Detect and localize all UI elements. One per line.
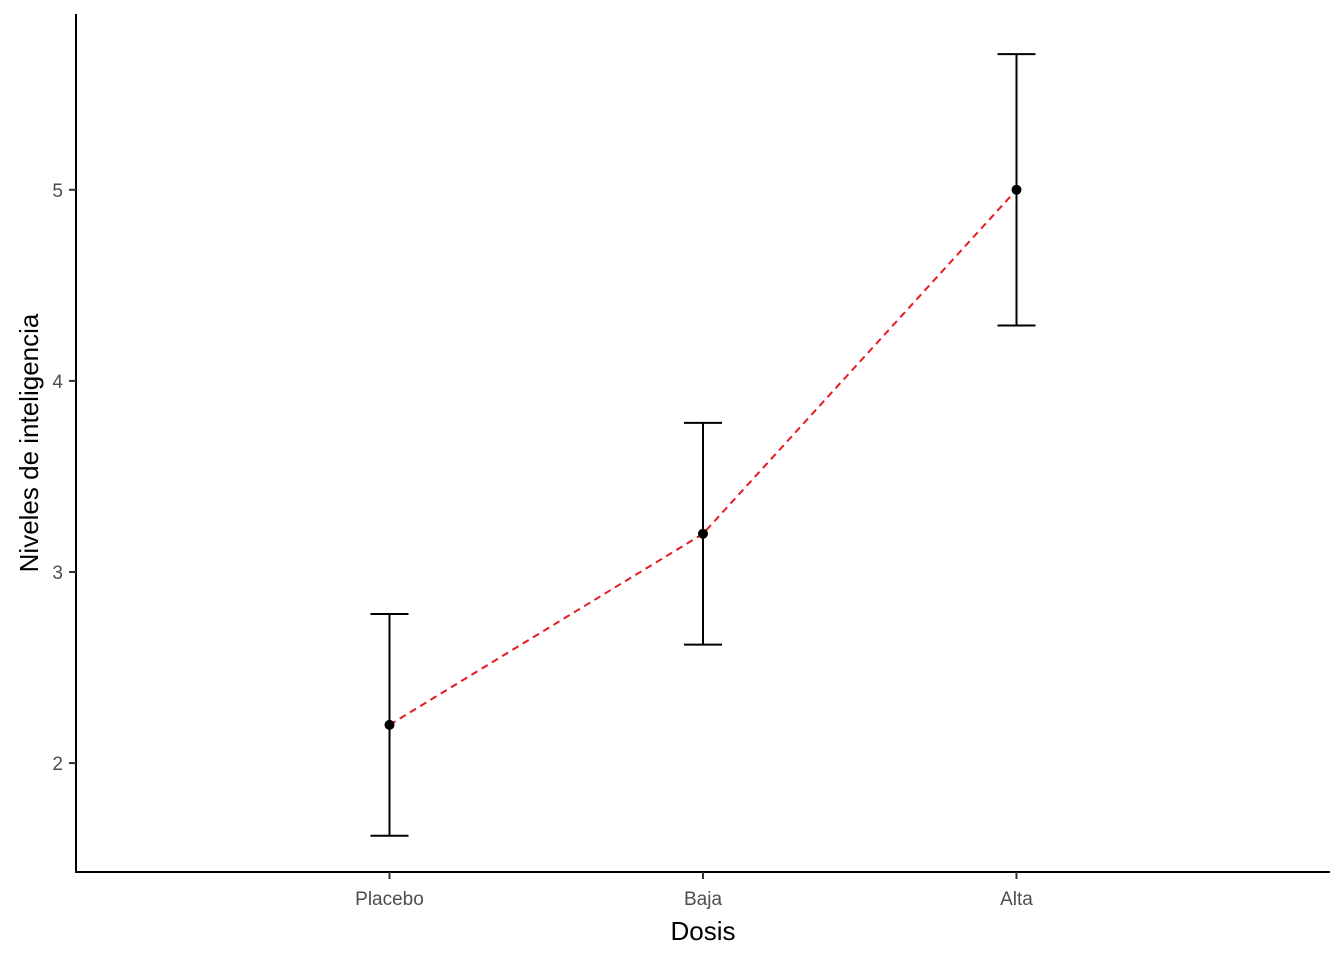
x-axis-title: Dosis <box>670 916 735 946</box>
data-point <box>698 528 708 539</box>
x-axis-ticks: Placebo Baja Alta <box>355 872 1033 910</box>
x-tick-label: Alta <box>1000 889 1033 910</box>
y-tick-label: 3 <box>52 563 63 584</box>
plot-area <box>370 53 1036 837</box>
y-tick-label: 2 <box>52 754 63 775</box>
series-line <box>388 189 1018 726</box>
data-point <box>1011 184 1022 195</box>
y-axis-title: Niveles de inteligencia <box>14 313 44 572</box>
y-axis-ticks: 2 3 4 5 <box>52 181 76 775</box>
x-tick-label: Placebo <box>355 889 424 910</box>
y-tick-label: 4 <box>52 372 63 393</box>
data-point <box>384 719 395 730</box>
x-tick-label: Baja <box>684 889 722 910</box>
y-tick-label: 5 <box>52 181 63 202</box>
